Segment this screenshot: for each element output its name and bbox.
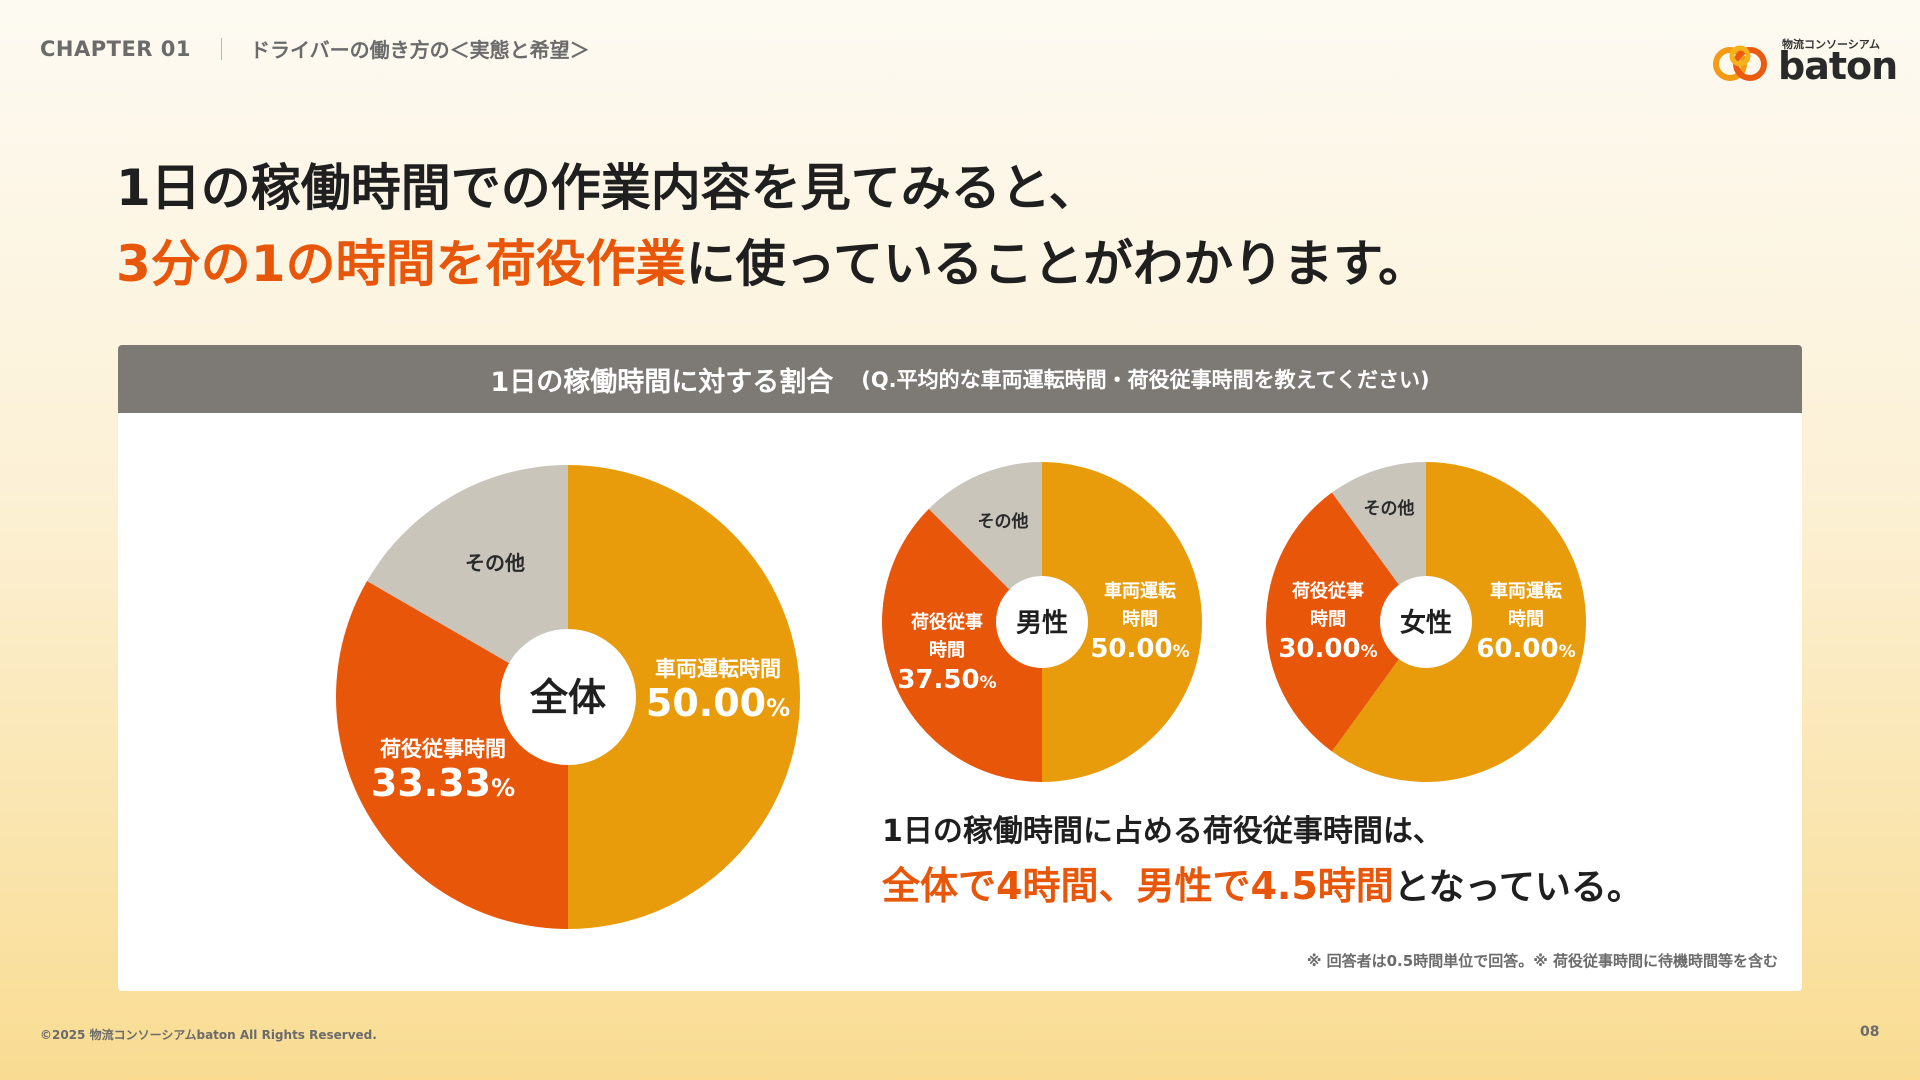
pie-value-0-driving: 50.00% bbox=[646, 681, 790, 725]
section-title: ドライバーの働き方の＜実態と希望＞ bbox=[250, 38, 590, 62]
card-question: (Q.平均的な車両運転時間・荷役従事時間を教えてください) bbox=[861, 368, 1430, 392]
pie-slice-2-loading bbox=[1266, 492, 1426, 752]
pie-charts: 全体車両運転時間50.00%荷役従事時間33.33%その他男性車両運転時間50.… bbox=[335, 462, 1586, 929]
pie-label-1-other: その他 bbox=[978, 511, 1029, 532]
pie-slice-2-other bbox=[1331, 462, 1426, 622]
footnote: ※ 回答者は0.5時間単位で回答。※ 荷役従事時間に待機時間等を含む bbox=[1306, 952, 1778, 970]
pie-label-0-loading: 荷役従事時間 bbox=[380, 737, 506, 761]
pie-label-2-other: その他 bbox=[1364, 498, 1415, 519]
pie-label-0-driving: 車両運転時間 bbox=[655, 657, 781, 681]
pie-slice-1-loading bbox=[882, 508, 1042, 782]
pie-center-1 bbox=[996, 576, 1088, 668]
header-divider bbox=[221, 37, 223, 60]
pie-label-2-loading-b: 時間 bbox=[1310, 609, 1346, 630]
headline: 1日の稼働時間での作業内容を見てみると、 3分の1の時間を荷役作業に使っているこ… bbox=[116, 150, 1428, 302]
pie-label-2-loading-a: 荷役従事 bbox=[1292, 580, 1364, 602]
summary-rest: となっている。 bbox=[1393, 867, 1643, 908]
pie-title-1: 男性 bbox=[1016, 608, 1068, 638]
card-header: 1日の稼働時間に対する割合 (Q.平均的な車両運転時間・荷役従事時間を教えてくだ… bbox=[118, 345, 1802, 413]
pie-label-2-driving-b: 時間 bbox=[1508, 609, 1544, 630]
baton-logo: 物流コンソーシアム baton bbox=[1710, 36, 1898, 92]
summary-line2: 全体で4時間、男性で4.5時間となっている。 bbox=[882, 857, 1643, 917]
pie-label-1-driving-b: 時間 bbox=[1122, 609, 1158, 630]
summary-line1: 1日の稼働時間に占める荷役従事時間は、 bbox=[882, 814, 1443, 849]
card-title: 1日の稼働時間に対する割合 bbox=[490, 366, 834, 398]
pie-slice-0-driving bbox=[568, 465, 800, 929]
pie-value-1-driving: 50.00% bbox=[1090, 634, 1189, 664]
copyright: ©2025 物流コンソーシアムbaton All Rights Reserved… bbox=[40, 1028, 377, 1042]
pie-value-2-loading: 30.00% bbox=[1278, 634, 1377, 664]
pie-label-1-loading-a: 荷役従事 bbox=[911, 611, 983, 633]
pie-value-1-loading: 37.50% bbox=[897, 665, 996, 695]
pie-center-2 bbox=[1380, 576, 1472, 668]
pie-slice-0-other bbox=[367, 465, 568, 697]
pie-slice-1-other bbox=[928, 462, 1042, 622]
pie-slice-1-driving bbox=[1042, 462, 1202, 782]
chart-card: 1日の稼働時間に対する割合 (Q.平均的な車両運転時間・荷役従事時間を教えてくだ… bbox=[118, 345, 1802, 991]
summary-highlight: 全体で4時間、男性で4.5時間 bbox=[882, 864, 1394, 908]
logo-wordmark: baton bbox=[1778, 44, 1898, 88]
pie-center-0 bbox=[500, 629, 636, 765]
page-header: CHAPTER 01 ドライバーの働き方の＜実態と希望＞ bbox=[40, 34, 590, 63]
headline-line1: 1日の稼働時間での作業内容を見てみると、 bbox=[116, 159, 1099, 217]
pie-label-1-loading-b: 時間 bbox=[929, 640, 965, 661]
pie-title-2: 女性 bbox=[1400, 607, 1452, 638]
pie-label-2-driving-a: 車両運転 bbox=[1490, 580, 1562, 602]
pie-title-0: 全体 bbox=[529, 676, 606, 720]
headline-rest: に使っていることがわかります。 bbox=[685, 235, 1429, 293]
logo-subtitle: 物流コンソーシアム bbox=[1782, 38, 1881, 51]
pie-value-2-driving: 60.00% bbox=[1476, 634, 1575, 664]
pie-label-1-driving-a: 車両運転 bbox=[1104, 580, 1176, 602]
pie-value-0-loading: 33.33% bbox=[371, 761, 515, 805]
page-number: 08 bbox=[1860, 1024, 1880, 1040]
headline-highlight: 3分の1の時間を荷役作業 bbox=[116, 235, 686, 293]
chapter-label: CHAPTER 01 bbox=[40, 36, 192, 61]
pie-label-0-other: その他 bbox=[465, 551, 525, 575]
headline-line2: 3分の1の時間を荷役作業に使っていることがわかります。 bbox=[116, 226, 1428, 302]
baton-logo-icon bbox=[1713, 45, 1767, 81]
summary: 1日の稼働時間に占める荷役従事時間は、 全体で4時間、男性で4.5時間となってい… bbox=[882, 807, 1643, 917]
